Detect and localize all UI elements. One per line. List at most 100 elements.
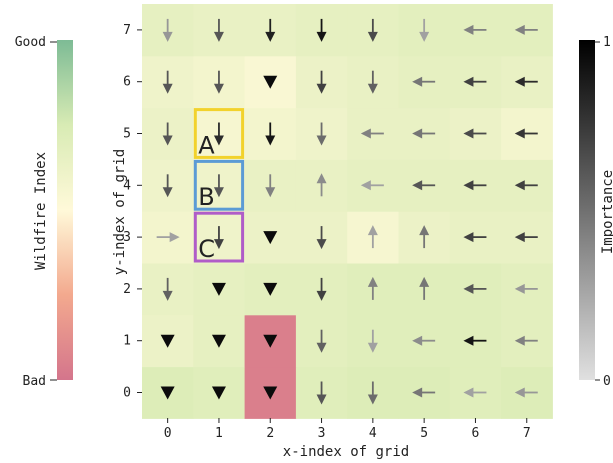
arrow-head (162, 31, 173, 42)
arrow-head (412, 128, 423, 139)
policy-arrow (514, 128, 538, 139)
x-tick-label: 3 (318, 426, 326, 441)
arrow-head (514, 387, 525, 398)
arrow-head (514, 283, 525, 294)
policy-arrow (367, 329, 378, 353)
policy-arrow (412, 76, 436, 87)
importance-colorbar-gradient (579, 40, 595, 380)
arrow-head (514, 128, 525, 139)
policy-arrow (463, 283, 487, 294)
policy-arrow (156, 232, 180, 243)
arrow-head (213, 135, 224, 146)
arrow-head (463, 232, 474, 243)
policy-arrow (213, 174, 224, 198)
y-tick-label: 1 (123, 334, 131, 349)
policy-arrow (316, 277, 327, 301)
policy-arrow (265, 174, 276, 198)
arrow-head (514, 180, 525, 191)
policy-arrow (162, 277, 173, 301)
arrow-head (263, 75, 278, 89)
policy-arrow (263, 386, 278, 400)
policy-arrow (162, 122, 173, 146)
policy-arrow (412, 387, 436, 398)
policy-arrow (160, 386, 175, 400)
policy-arrow (265, 18, 276, 42)
arrow-head (169, 232, 180, 243)
highlight-box-label: B (198, 183, 214, 211)
arrow-head (162, 135, 173, 146)
policy-arrow (263, 75, 278, 89)
x-tick-label: 4 (369, 426, 377, 441)
highlight-box (193, 211, 245, 263)
arrow-head (213, 31, 224, 42)
arrow-head (412, 387, 423, 398)
y-tick-label: 5 (123, 127, 131, 142)
x-axis-ticks: 0 1 2 3 4 5 6 7 (164, 418, 531, 441)
arrow-head (263, 282, 278, 296)
arrow-head (162, 83, 173, 94)
policy-arrow (514, 24, 538, 35)
policy-arrow (514, 283, 538, 294)
arrow-head (263, 386, 278, 400)
arrow-head (514, 76, 525, 87)
y-tick-label: 6 (123, 75, 131, 90)
arrow-head (316, 83, 327, 94)
policy-arrow (263, 282, 278, 296)
policy-arrow (211, 282, 226, 296)
policy-arrow (463, 387, 487, 398)
policy-arrow (367, 225, 378, 249)
y-axis-ticks: 0 1 2 3 4 5 6 7 (123, 23, 142, 401)
arrow-head (265, 31, 276, 42)
x-tick-label: 1 (215, 426, 223, 441)
arrow-head (463, 76, 474, 87)
x-tick-label: 2 (266, 426, 274, 441)
policy-arrow (213, 226, 224, 250)
policy-arrow (265, 122, 276, 146)
policy-arrow (463, 180, 487, 191)
highlight-boxes: ABC (193, 108, 245, 263)
heatmap-cells (142, 4, 553, 419)
arrow-head (162, 290, 173, 301)
policy-arrow (463, 76, 487, 87)
arrow-head (463, 387, 474, 398)
policy-arrow (263, 334, 278, 348)
arrow-head (514, 232, 525, 243)
policy-arrow (360, 128, 384, 139)
arrow-head (367, 83, 378, 94)
arrow-head (211, 386, 226, 400)
arrow-head (367, 394, 378, 405)
importance-axis-label: Importance (600, 170, 613, 254)
arrow-head (412, 76, 423, 87)
policy-arrow (367, 276, 378, 300)
arrow-head (419, 276, 430, 287)
y-tick-label: 2 (123, 282, 131, 297)
policy-arrows (156, 18, 538, 405)
arrow-head (463, 335, 474, 346)
policy-arrow (367, 18, 378, 42)
policy-arrow (412, 128, 436, 139)
policy-arrow (162, 18, 173, 42)
policy-arrow (162, 174, 173, 198)
arrow-head (316, 239, 327, 250)
wildfire-bad-label: Bad (23, 374, 46, 389)
arrow-head (514, 24, 525, 35)
arrow-head (211, 334, 226, 348)
policy-arrow (360, 180, 384, 191)
importance-max-label: 1 (603, 35, 611, 50)
arrow-head (367, 342, 378, 353)
policy-arrow (162, 70, 173, 94)
policy-arrow (316, 173, 327, 197)
policy-arrow (514, 335, 538, 346)
policy-arrow (316, 70, 327, 94)
policy-arrow (463, 24, 487, 35)
policy-arrow (211, 386, 226, 400)
arrow-head (463, 24, 474, 35)
policy-arrow (211, 334, 226, 348)
policy-arrow (514, 232, 538, 243)
arrow-head (412, 180, 423, 191)
arrow-head (265, 187, 276, 198)
policy-arrow (367, 70, 378, 94)
importance-colorbar: 1 0 Importance (579, 35, 613, 389)
policy-arrow (213, 122, 224, 146)
